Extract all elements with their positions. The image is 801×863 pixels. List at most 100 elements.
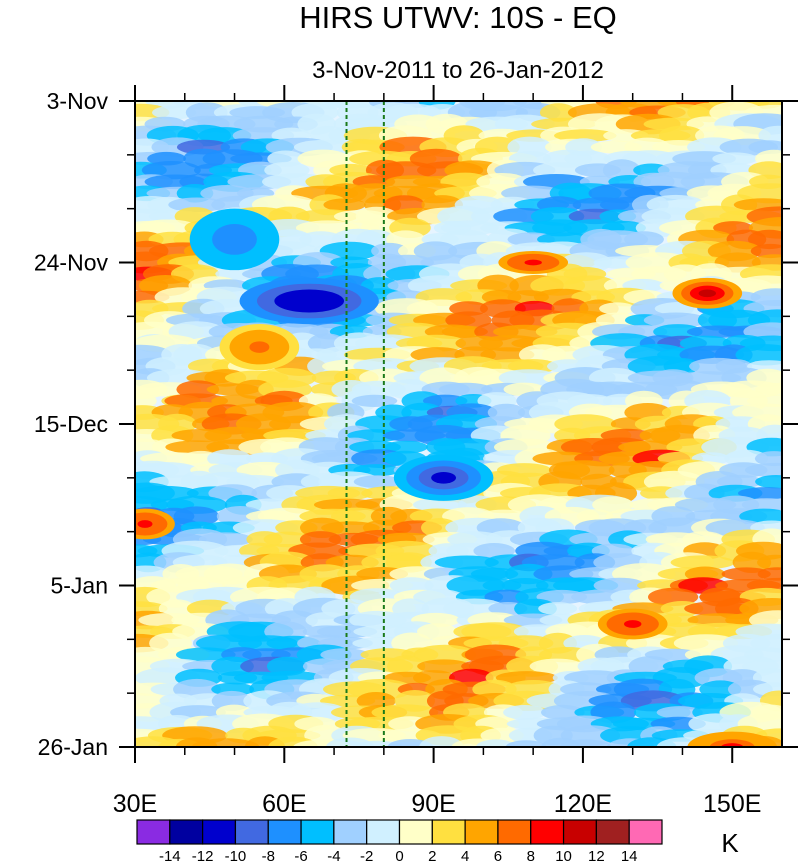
field-cell: [353, 475, 402, 489]
field-cell: [656, 706, 703, 719]
colorbar-label: 6: [494, 848, 502, 863]
field-cell: [389, 577, 434, 594]
field-cell: [503, 705, 547, 720]
field-cell: [413, 497, 467, 512]
field-cell: [643, 312, 709, 328]
field-cell: [567, 394, 613, 408]
field-cell: [529, 658, 584, 674]
field-cell: [293, 139, 355, 155]
colorbar-label: 8: [527, 848, 535, 863]
field-cell: [538, 602, 578, 616]
colorbar-swatch: [497, 819, 532, 845]
field-cell: [152, 105, 197, 120]
y-tick-label: 15-Dec: [34, 411, 108, 437]
x-tick-label: 120E: [554, 790, 612, 818]
field-cell: [376, 161, 437, 180]
field-cell: [461, 622, 529, 641]
colorbar-label: 10: [555, 848, 572, 863]
colorbar-label: 14: [621, 848, 638, 863]
y-axis-labels: 3-Nov 24-Nov 15-Dec 5-Jan 26-Jan: [34, 88, 109, 760]
field-feature: [524, 259, 542, 266]
field-cell: [422, 394, 468, 408]
field-cell: [263, 531, 312, 548]
colorbar-label: -14: [159, 848, 181, 863]
field-cell: [323, 198, 366, 212]
colorbar-label: -4: [327, 848, 340, 863]
colorbar-label: 2: [428, 848, 436, 863]
field-cell: [191, 738, 260, 747]
field-cell: [741, 498, 782, 512]
colorbar-label: -2: [360, 848, 373, 863]
field-cell: [536, 589, 588, 605]
colorbar-swatch: [234, 819, 269, 845]
field-cell: [505, 740, 547, 747]
field-cell: [757, 554, 782, 571]
field-cell: [387, 655, 426, 678]
x-tick-label: 60E: [262, 790, 306, 818]
x-axis-labels: 30E 60E 90E 120E 150E: [113, 790, 762, 818]
colorbar-swatch: [202, 819, 237, 845]
field-cell: [445, 311, 492, 330]
colorbar-swatch: [169, 819, 204, 845]
heatmap-field: [135, 101, 782, 747]
field-cell: [757, 567, 782, 581]
colorbar-swatch: [333, 819, 368, 845]
colorbar-swatch: [562, 819, 597, 845]
colorbar-label: -10: [225, 848, 247, 863]
field-cell: [494, 114, 555, 134]
field-cell: [554, 129, 617, 142]
field-feature: [698, 289, 717, 298]
field-feature: [249, 341, 270, 353]
field-feature: [223, 231, 246, 248]
field-cell: [539, 103, 577, 122]
field-cell: [331, 507, 382, 525]
colorbar-swatch: [366, 819, 401, 845]
field-cell: [754, 382, 782, 396]
field-cell: [599, 302, 636, 315]
field-cell: [305, 612, 350, 629]
field-cell: [351, 394, 398, 407]
field-feature: [291, 295, 327, 307]
y-tick-label: 3-Nov: [47, 88, 109, 114]
x-tick-label: 90E: [411, 790, 455, 818]
field-feature: [137, 520, 153, 528]
field-cell: [739, 508, 782, 524]
colorbar-unit: K: [721, 828, 739, 858]
field-cell: [475, 739, 516, 747]
field-cell: [684, 566, 726, 582]
reference-lines: [345, 101, 385, 747]
colorbar-swatch: [136, 819, 171, 845]
field-cell: [593, 577, 646, 594]
field-cell: [541, 704, 585, 720]
x-tick-label: 150E: [703, 790, 761, 818]
colorbar-labels: -14 -12 -10 -8 -6 -4 -2 0 2 4 6 8 10 12 14: [159, 848, 638, 863]
field-cell: [721, 567, 771, 581]
colorbar-swatch: [464, 819, 499, 845]
field-cell: [371, 704, 439, 721]
chart-title: HIRS UTWV: 10S - EQ: [299, 0, 617, 35]
colorbar: [136, 819, 663, 845]
field-cell: [438, 382, 493, 396]
field-cell: [320, 648, 369, 662]
colorbar-swatch: [300, 819, 335, 845]
field-cell: [419, 736, 464, 747]
colorbar-label: -6: [294, 848, 307, 863]
field-cell: [211, 656, 254, 676]
field-cell: [564, 150, 611, 167]
field-cell: [417, 659, 471, 674]
field-cell: [735, 344, 782, 366]
field-cell: [712, 152, 758, 165]
chart-subtitle: 3-Nov-2011 to 26-Jan-2012: [312, 57, 604, 84]
colorbar-label: 12: [588, 848, 605, 863]
field-cell: [136, 219, 199, 237]
colorbar-label: -12: [192, 848, 214, 863]
field-cell: [434, 555, 499, 570]
colorbar-label: 0: [395, 848, 403, 863]
colorbar-swatch: [398, 819, 433, 845]
axis-ticks: [119, 85, 798, 763]
field-cell: [559, 739, 612, 747]
field-cell: [413, 644, 476, 665]
field-cell: [498, 369, 559, 387]
colorbar-swatch: [431, 819, 466, 845]
